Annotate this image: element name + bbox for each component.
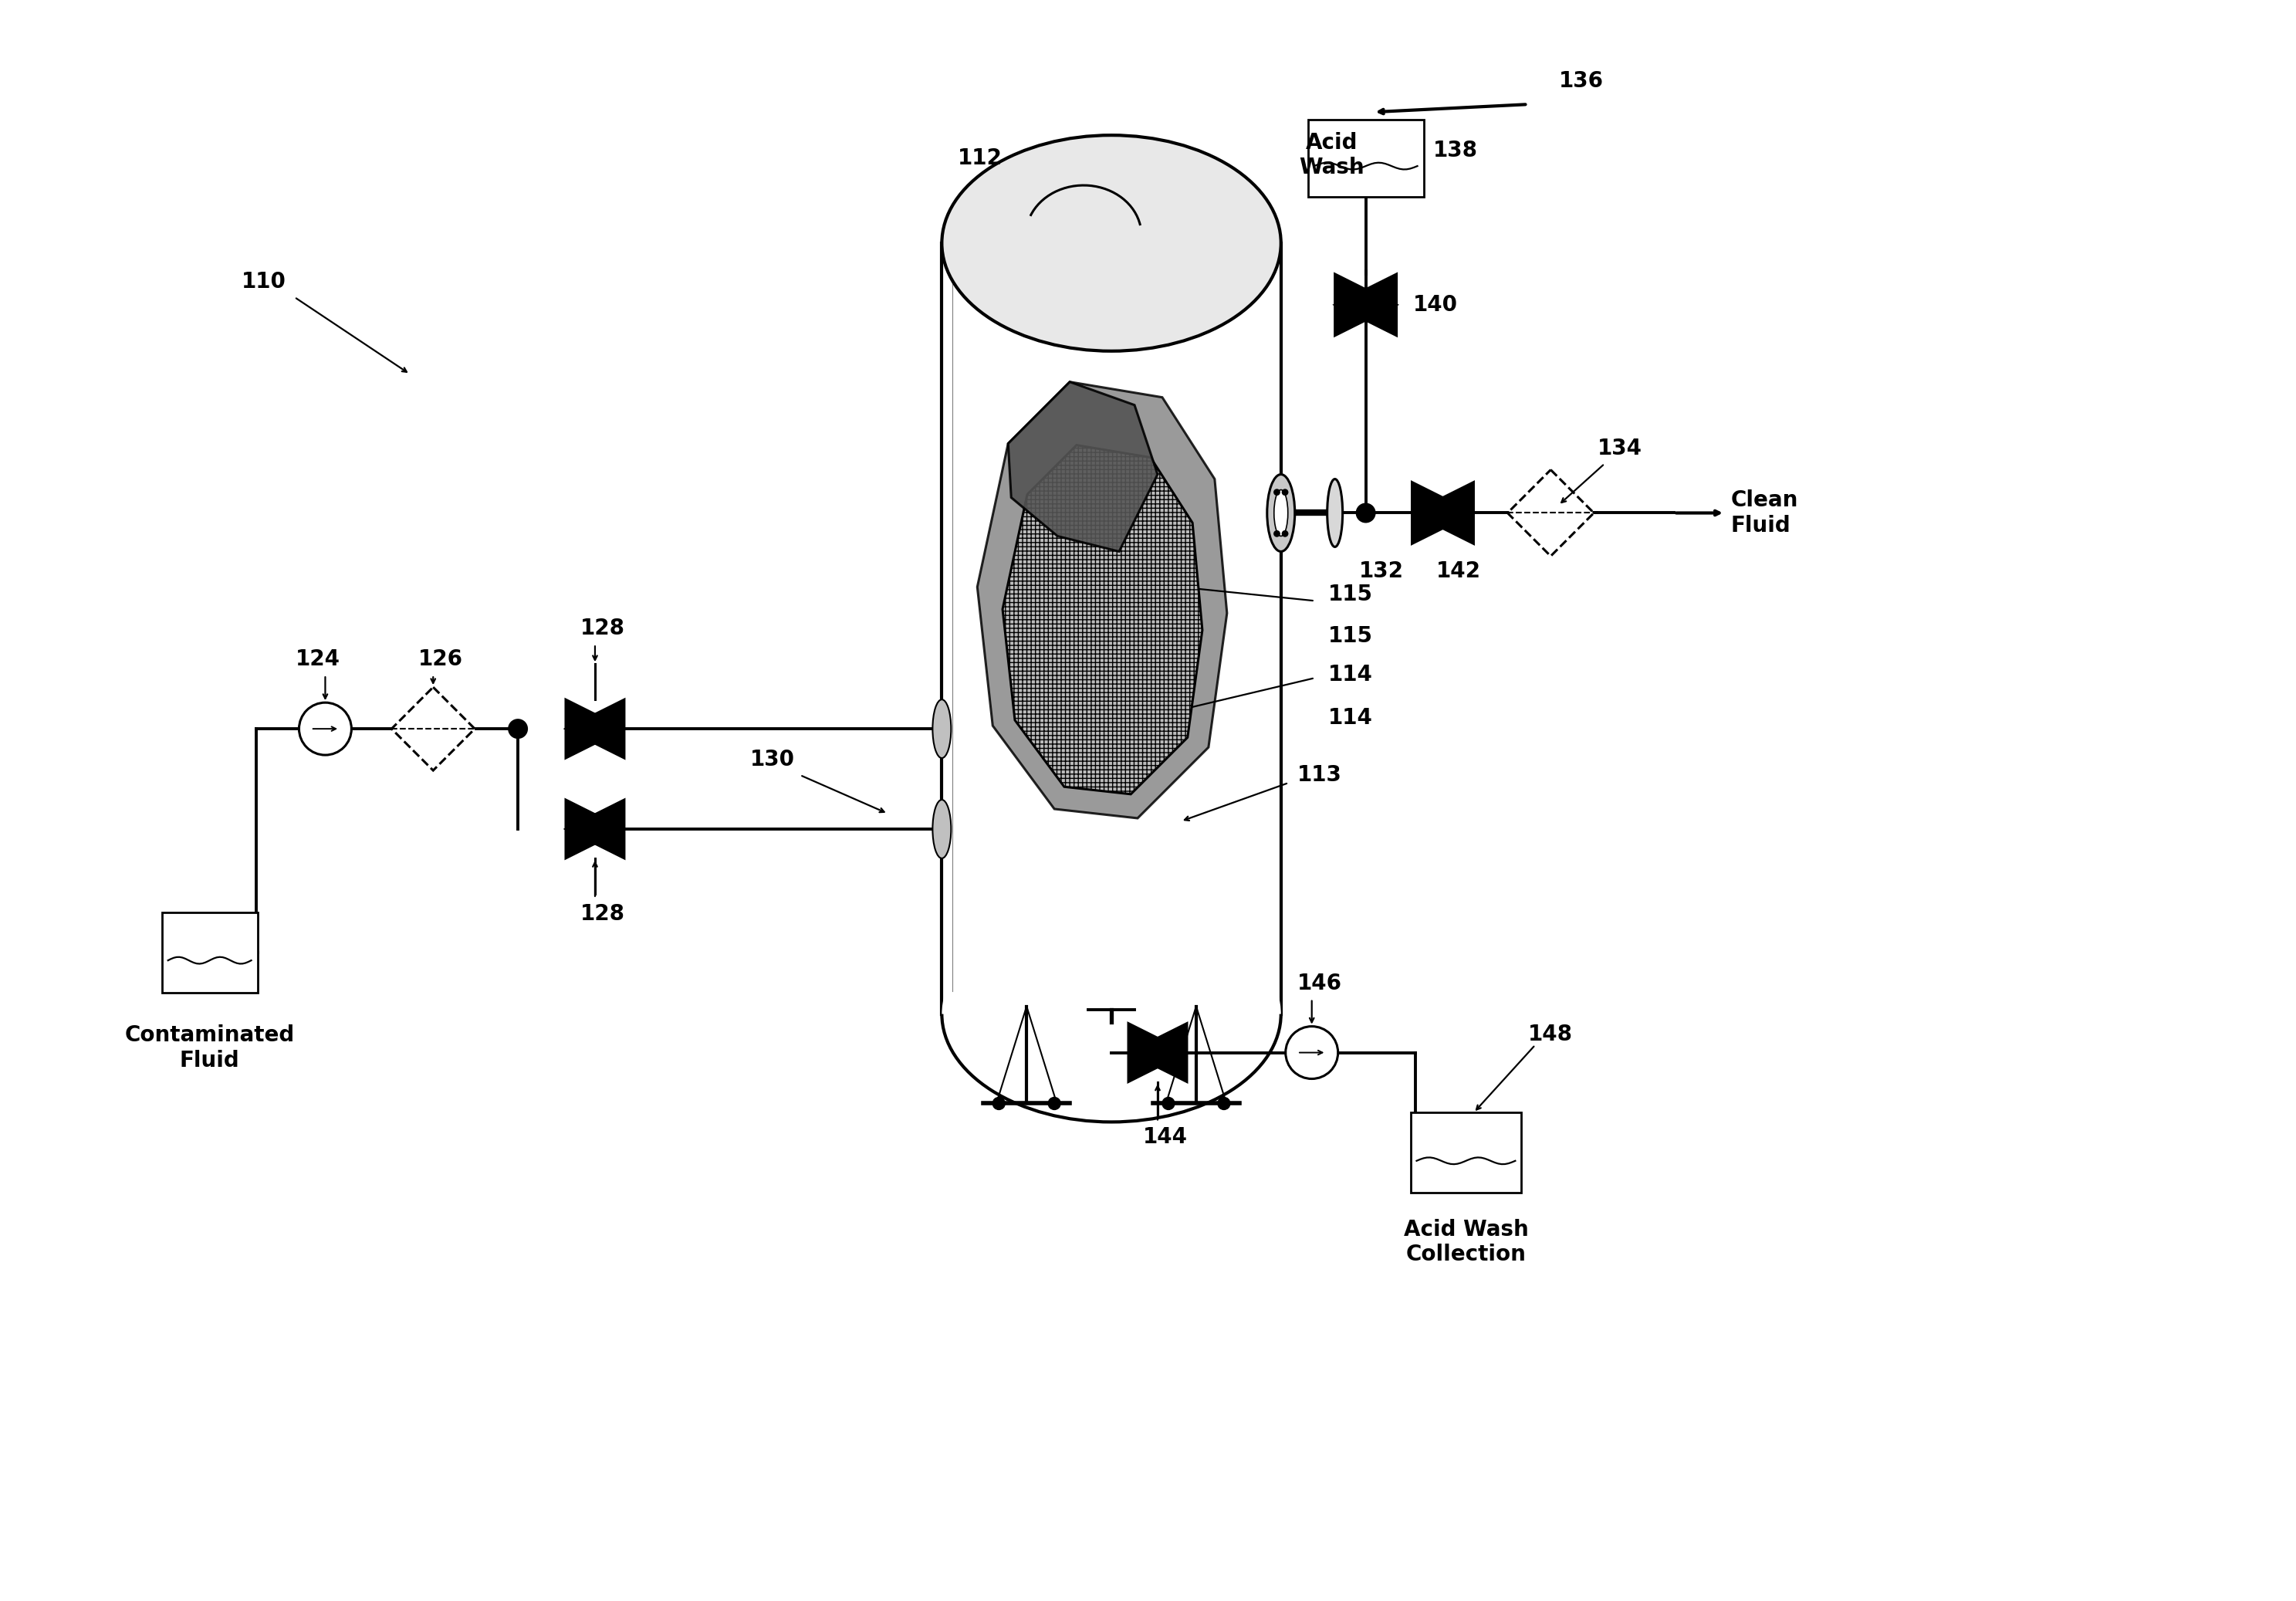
- Text: 114: 114: [1327, 708, 1373, 728]
- Circle shape: [1274, 530, 1281, 536]
- Polygon shape: [1127, 1023, 1187, 1082]
- Text: 134: 134: [1598, 437, 1642, 459]
- Bar: [161, 913, 257, 993]
- Text: 130: 130: [751, 749, 794, 770]
- Polygon shape: [1127, 1023, 1187, 1082]
- Bar: [1309, 120, 1424, 197]
- Text: 144: 144: [1143, 1127, 1187, 1148]
- Circle shape: [992, 1097, 1006, 1109]
- Text: 128: 128: [581, 903, 625, 925]
- Polygon shape: [978, 383, 1226, 818]
- Circle shape: [1162, 1097, 1176, 1109]
- Text: 126: 126: [418, 648, 464, 671]
- Text: 146: 146: [1297, 972, 1341, 994]
- Circle shape: [1281, 488, 1288, 496]
- Circle shape: [1281, 530, 1288, 536]
- Circle shape: [1049, 1097, 1061, 1109]
- Ellipse shape: [941, 906, 1281, 1122]
- Text: 140: 140: [1412, 295, 1458, 315]
- Circle shape: [1274, 488, 1281, 496]
- Circle shape: [1217, 1097, 1231, 1109]
- Text: Clean
Fluid: Clean Fluid: [1731, 490, 1798, 536]
- Text: 115: 115: [1327, 584, 1373, 605]
- Polygon shape: [1412, 482, 1474, 544]
- Polygon shape: [1008, 383, 1157, 551]
- Polygon shape: [393, 687, 475, 770]
- Text: 113: 113: [1297, 764, 1341, 786]
- Text: 114: 114: [1327, 664, 1373, 685]
- Circle shape: [1355, 503, 1375, 524]
- Polygon shape: [1334, 274, 1396, 336]
- Text: 136: 136: [1559, 70, 1605, 91]
- Ellipse shape: [1267, 474, 1295, 551]
- Polygon shape: [1508, 469, 1593, 556]
- Polygon shape: [565, 800, 625, 858]
- Text: Acid
Wash: Acid Wash: [1300, 131, 1364, 179]
- Text: 128: 128: [581, 618, 625, 639]
- Text: 138: 138: [1433, 139, 1479, 162]
- Polygon shape: [1334, 274, 1396, 336]
- Polygon shape: [565, 700, 625, 759]
- Text: 110: 110: [241, 271, 287, 293]
- Text: 124: 124: [296, 648, 340, 671]
- Ellipse shape: [932, 700, 951, 759]
- Text: 142: 142: [1435, 560, 1481, 583]
- Text: Acid Wash
Collection: Acid Wash Collection: [1403, 1218, 1529, 1265]
- Polygon shape: [565, 800, 625, 858]
- Text: 132: 132: [1359, 560, 1403, 583]
- Polygon shape: [1412, 482, 1474, 544]
- Text: 148: 148: [1529, 1023, 1573, 1045]
- Ellipse shape: [932, 800, 951, 858]
- Ellipse shape: [1274, 490, 1288, 536]
- Circle shape: [507, 719, 528, 738]
- Text: 112: 112: [957, 147, 1003, 170]
- Polygon shape: [1003, 445, 1203, 794]
- Text: 115: 115: [1327, 626, 1373, 647]
- Polygon shape: [565, 700, 625, 759]
- Circle shape: [298, 703, 351, 756]
- Ellipse shape: [941, 134, 1281, 351]
- Bar: [1410, 1113, 1522, 1193]
- Ellipse shape: [1327, 479, 1343, 548]
- Text: Contaminated
Fluid: Contaminated Fluid: [124, 1025, 294, 1071]
- Circle shape: [1286, 1026, 1339, 1079]
